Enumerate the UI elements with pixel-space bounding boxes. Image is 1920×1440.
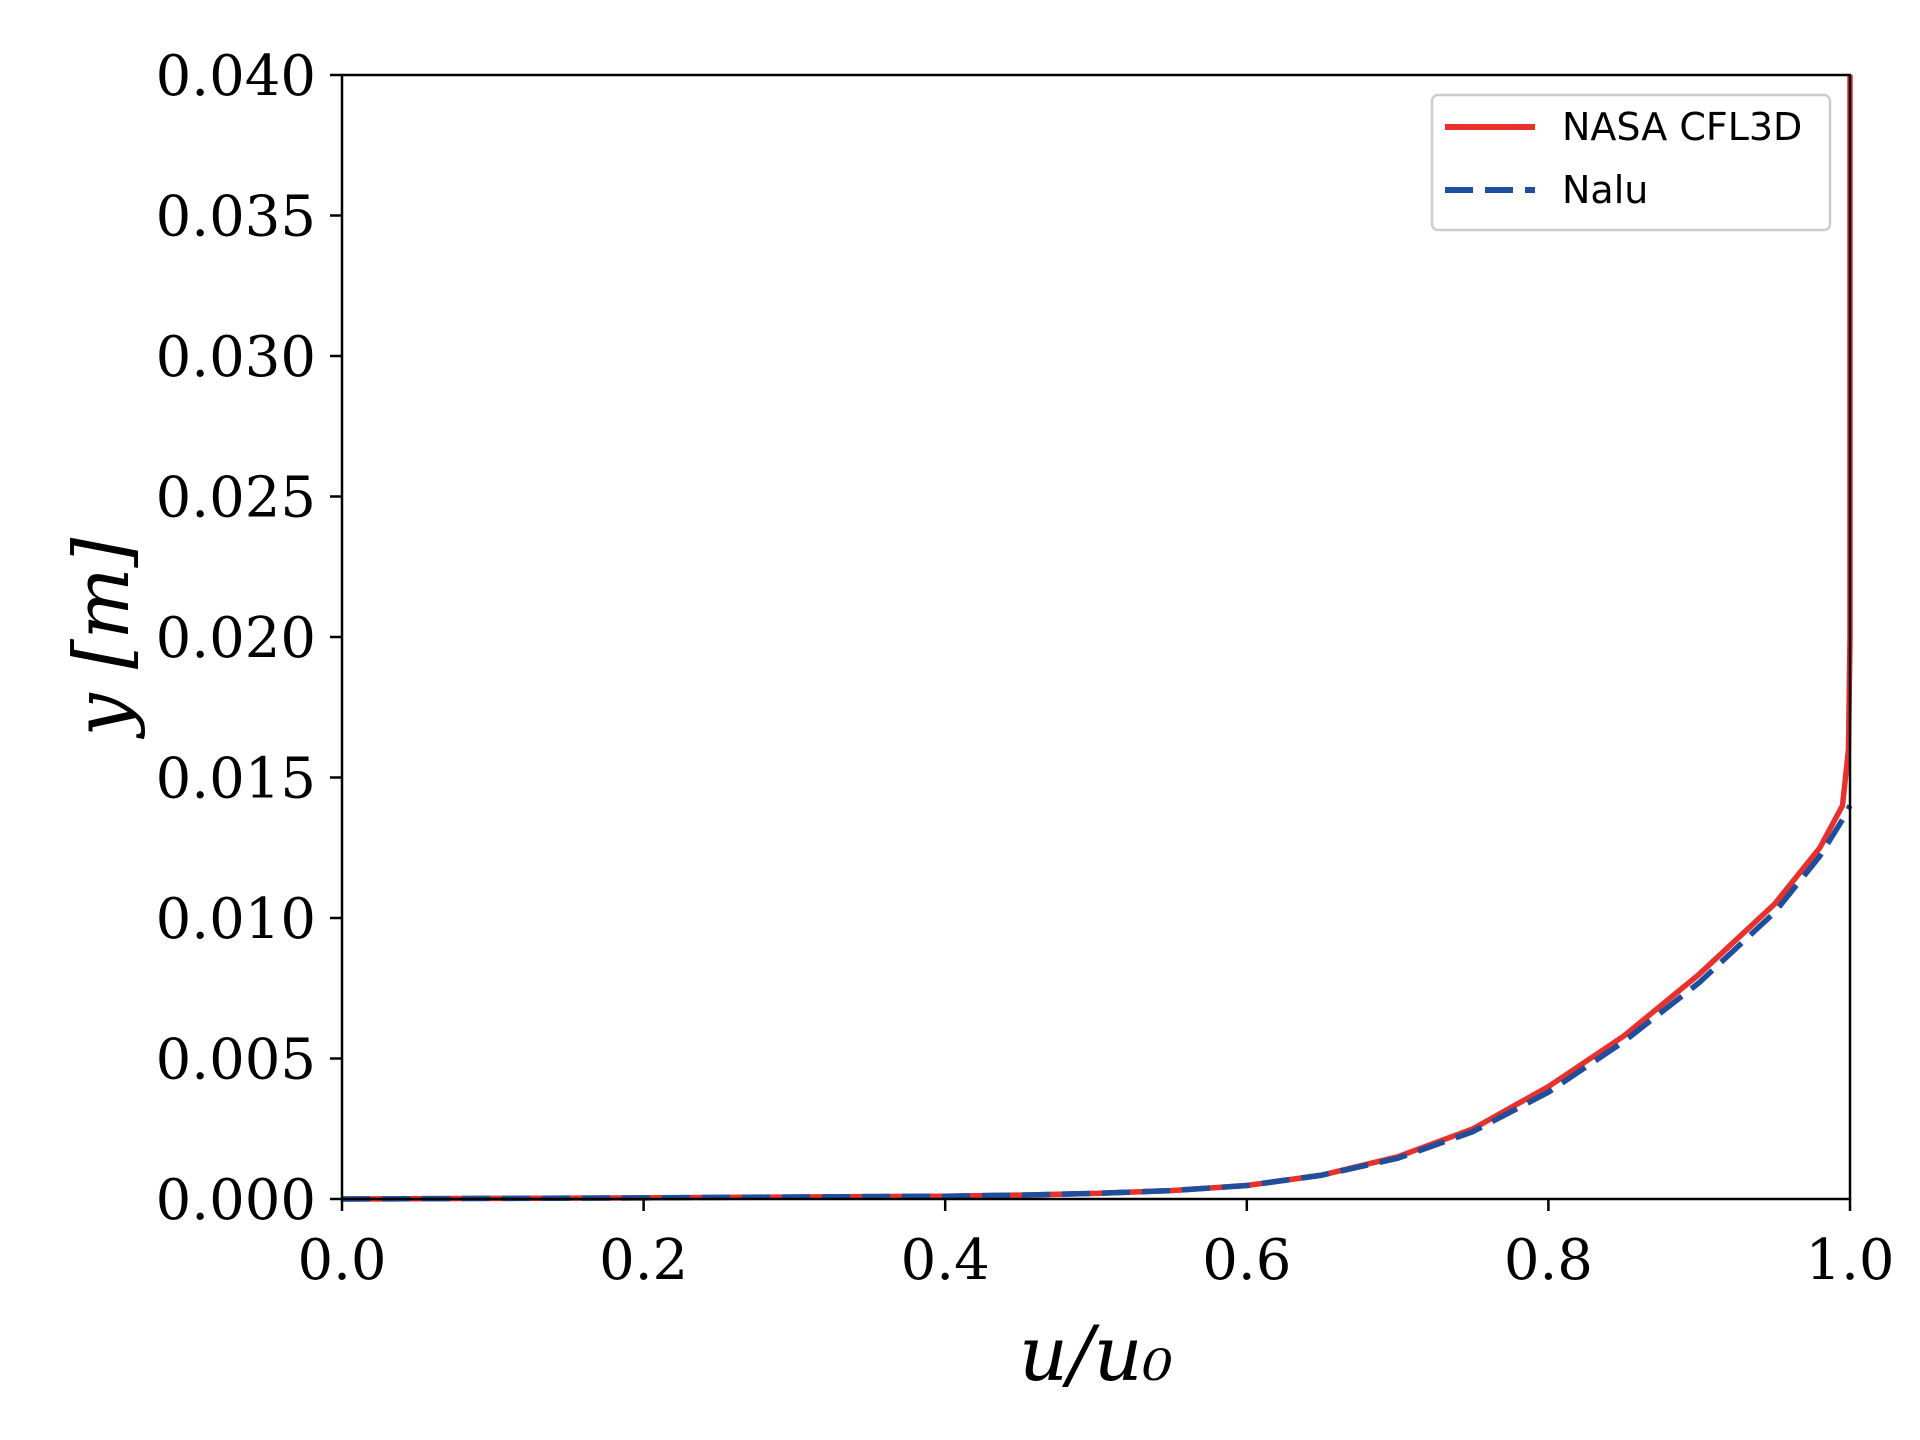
legend-label-nasa-cfl3d: NASA CFL3D: [1562, 105, 1802, 149]
y-tick-label: 0.030: [156, 325, 316, 390]
y-axis-ticks: 0.000 0.005 0.010 0.015 0.020 0.025 0.030 0.035…: [156, 44, 342, 1233]
x-tick-label: 0.2: [599, 1228, 688, 1293]
x-axis-ticks: 0.0 0.2 0.4 0.6 0.8 1.0: [297, 1199, 1895, 1293]
y-tick-label: 0.040: [156, 44, 316, 109]
y-tick-label: 0.010: [156, 887, 316, 952]
y-axis-label: y [m]: [57, 537, 146, 739]
series-line-nalu: [341, 804, 1853, 1202]
x-tick-label: 0.0: [297, 1228, 386, 1293]
series-layer: [341, 75, 1853, 1202]
plot-area: [342, 75, 1850, 1199]
y-tick-label: 0.015: [156, 747, 316, 812]
x-axis-label: u/u₀: [1019, 1309, 1173, 1398]
x-tick-label: 1.0: [1805, 1228, 1894, 1293]
y-tick-label: 0.025: [156, 466, 316, 531]
legend-label-nalu: Nalu: [1562, 168, 1648, 212]
legend: NASA CFL3D Nalu: [1430, 93, 1832, 232]
y-tick-label: 0.000: [156, 1168, 316, 1233]
y-tick-label: 0.020: [156, 606, 316, 671]
x-tick-label: 0.4: [901, 1228, 990, 1293]
y-tick-label: 0.035: [156, 185, 316, 250]
x-tick-label: 0.8: [1504, 1228, 1593, 1293]
x-tick-label: 0.6: [1202, 1228, 1291, 1293]
y-tick-label: 0.005: [156, 1028, 316, 1093]
